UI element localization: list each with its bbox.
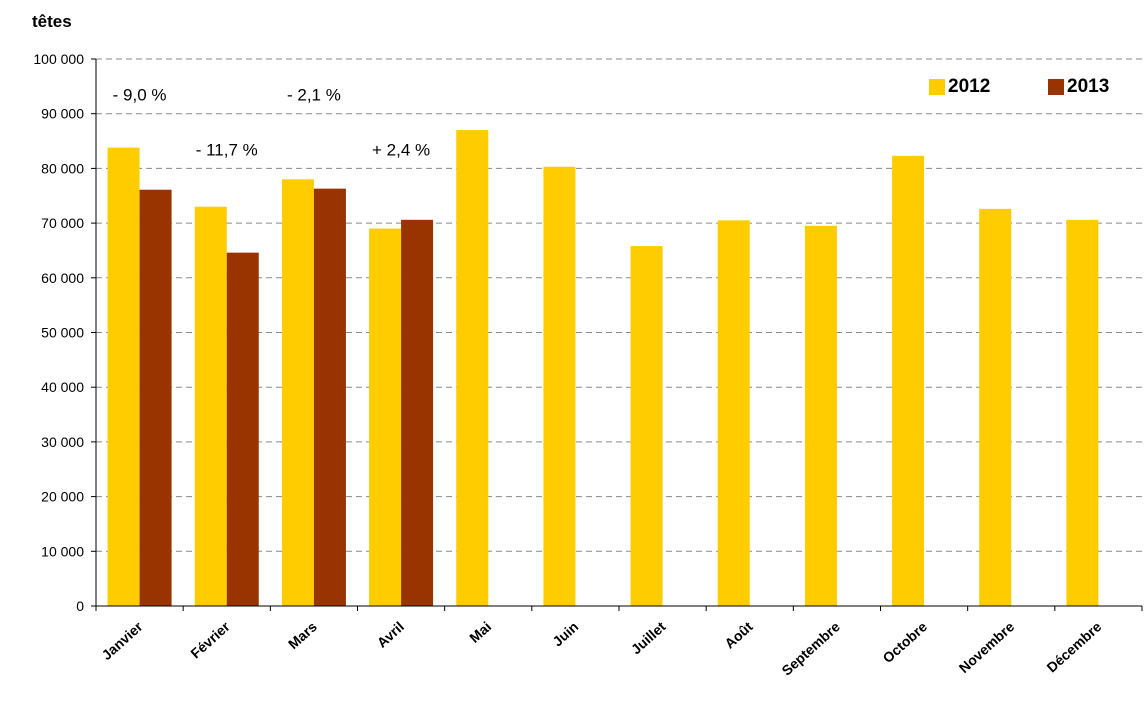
y-tick-label: 50 000	[41, 325, 84, 341]
bar-2013-avril	[401, 219, 434, 606]
y-tick-label: 10 000	[41, 543, 84, 559]
y-tick-label: 40 000	[41, 379, 84, 395]
bar-2012-octobre	[892, 155, 925, 606]
bar-2012-juin	[543, 166, 576, 606]
bar-2012-août	[717, 220, 750, 607]
bar-2013-mars	[313, 188, 346, 606]
legend-swatch-2013	[1048, 79, 1064, 95]
change-annotation: - 9,0 %	[113, 86, 167, 105]
x-tick-label: Janvier	[98, 618, 146, 663]
y-tick-label: 90 000	[41, 106, 84, 122]
x-tick-label: Juillet	[628, 618, 669, 657]
x-tick-label: Juin	[549, 618, 581, 649]
bar-2012-septembre	[804, 225, 837, 606]
bar-2012-mai	[456, 130, 489, 607]
change-annotation: + 2,4 %	[372, 140, 430, 159]
bar-2012-février	[194, 206, 227, 606]
bar-2012-décembre	[1066, 219, 1099, 606]
bar-2013-février	[226, 252, 259, 606]
y-tick-label: 100 000	[33, 51, 84, 67]
legend-item-2012: 2012	[929, 76, 990, 98]
bar-2012-novembre	[979, 208, 1012, 607]
bar-2012-juillet	[630, 246, 663, 606]
x-tick-label: Août	[721, 618, 756, 651]
x-tick-label: Février	[187, 618, 233, 662]
legend-item-2013: 2013	[1048, 76, 1109, 98]
bar-2012-avril	[369, 228, 402, 606]
legend-label-2012: 2012	[948, 76, 991, 97]
x-tick-label: Mars	[285, 618, 320, 652]
bar-2012-mars	[281, 179, 314, 606]
legend-swatch-2012	[929, 79, 945, 95]
x-tick-label: Novembre	[956, 618, 1018, 676]
bar-2013-janvier	[139, 189, 172, 606]
change-annotation: - 11,7 %	[196, 140, 258, 159]
x-tick-label: Septembre	[778, 618, 843, 678]
y-tick-label: 20 000	[41, 489, 84, 505]
x-tick-label: Avril	[374, 618, 407, 650]
y-tick-label: 60 000	[41, 270, 84, 286]
x-tick-label: Mai	[466, 618, 494, 646]
y-tick-label: 80 000	[41, 160, 84, 176]
bar-2012-janvier	[107, 147, 140, 606]
legend-label-2013: 2013	[1067, 76, 1110, 97]
y-tick-label: 0	[76, 598, 84, 614]
x-tick-label: Octobre	[879, 618, 930, 666]
x-tick-label: Décembre	[1043, 618, 1104, 675]
y-tick-label: 30 000	[41, 434, 84, 450]
change-annotation: - 2,1 %	[287, 86, 341, 105]
y-axis-title: têtes	[32, 12, 72, 31]
y-tick-label: 70 000	[41, 215, 84, 231]
